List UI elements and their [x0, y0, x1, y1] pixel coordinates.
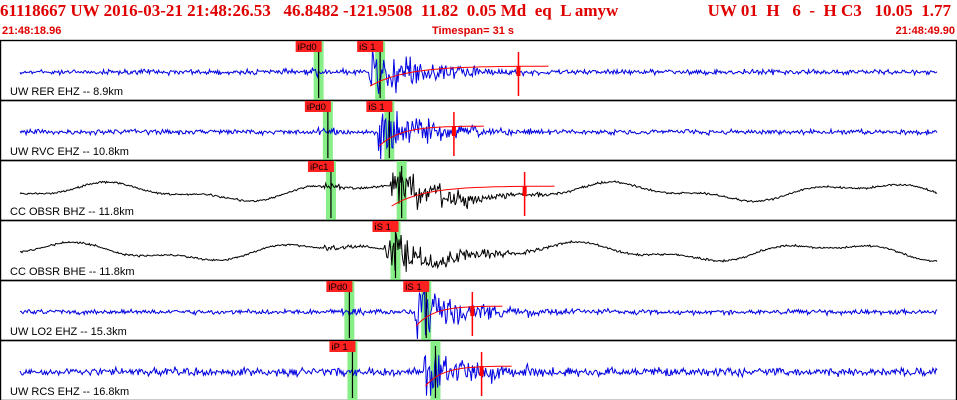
- trace-panel[interactable]: iS 1: [0, 219, 957, 282]
- station-label: UW RER EHZ -- 8.9km: [10, 86, 124, 98]
- waveform: [19, 232, 938, 272]
- station-label: UW RVC EHZ -- 10.8km: [10, 146, 129, 158]
- start-time: 21:48:18.96: [2, 25, 62, 37]
- pick-label-box: [403, 281, 430, 292]
- coda-marker-head: [479, 366, 484, 376]
- waveform: [19, 171, 938, 210]
- trace-panel[interactable]: iPd0 iS 1: [0, 99, 957, 162]
- pick-label: iP 1: [331, 342, 347, 353]
- pick-label: iS 1: [405, 282, 421, 293]
- station-label: UW RCS EHZ -- 16.8km: [10, 386, 130, 398]
- time-bar: 21:48:18.96 Timespan= 31 s 21:48:49.90: [0, 25, 957, 39]
- pick-label: iS 1: [368, 102, 384, 113]
- coda-marker-head: [470, 306, 475, 316]
- pick-label-box: [357, 41, 384, 52]
- pick-label-box: [304, 101, 331, 112]
- waveform: [19, 354, 938, 396]
- pick-label: iPd0: [307, 102, 326, 113]
- pick-label-box: [329, 341, 356, 352]
- coda-marker-head: [522, 186, 527, 196]
- station-label: UW LO2 EHZ -- 15.3km: [10, 326, 127, 338]
- waveform: [19, 48, 938, 94]
- coda-curve: [415, 305, 503, 327]
- pick-label-box: [295, 41, 322, 52]
- coda-marker-head: [516, 66, 521, 76]
- coda-curve: [378, 125, 484, 147]
- network-info: UW 01 H 6 - H C3 10.05 1.77: [707, 1, 951, 20]
- coda-marker-head: [451, 126, 456, 136]
- waveform: [19, 111, 938, 160]
- station-label: CC OBSR BHE -- 11.8km: [10, 266, 135, 278]
- pick-label-box: [307, 161, 334, 172]
- pick-label: iPc1: [310, 162, 328, 173]
- pick-label-box: [366, 101, 393, 112]
- pick-label-box: [372, 221, 399, 232]
- trace-panel[interactable]: iPc1: [0, 159, 957, 222]
- pick-label: iPd0: [328, 282, 347, 293]
- pick-label: iPd0: [298, 42, 317, 53]
- pick-label: iS 1: [359, 42, 375, 53]
- event-header: 61118667 UW 2016-03-21 21:48:26.53 46.84…: [0, 0, 957, 24]
- trace-panel[interactable]: iPd0 iS 1: [0, 39, 957, 102]
- pick-label-box: [326, 281, 353, 292]
- timespan-label: Timespan= 31 s: [432, 25, 515, 37]
- trace-panel[interactable]: iP 1: [0, 339, 957, 400]
- station-label: CC OBSR BHZ -- 11.8km: [10, 206, 134, 218]
- coda-curve: [391, 185, 555, 207]
- panel-frame: [0, 219, 957, 282]
- pick-label: iS 1: [374, 222, 390, 233]
- coda-curve: [425, 365, 512, 387]
- end-time: 21:48:49.90: [895, 25, 955, 37]
- waveform: [19, 288, 938, 340]
- event-info: 61118667 UW 2016-03-21 21:48:26.53 46.84…: [0, 1, 619, 20]
- trace-panel[interactable]: iPd0 iS 1: [0, 279, 957, 342]
